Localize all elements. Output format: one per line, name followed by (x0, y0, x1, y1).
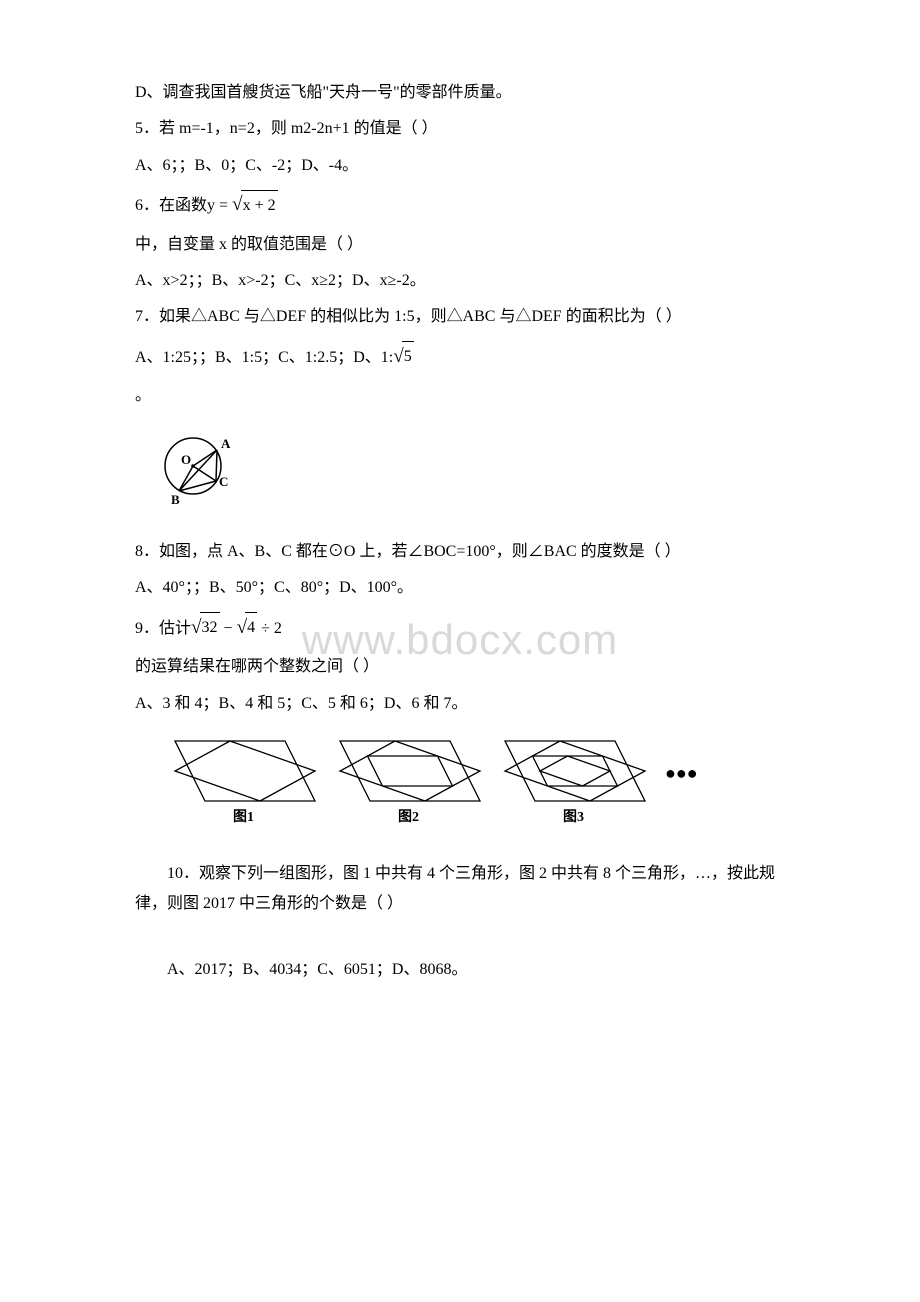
q9-minus: − (220, 620, 237, 637)
label-C: C (219, 474, 228, 489)
q6-options: A、x>2；；B、x>-2；C、x≥2；D、x≥-2。 (135, 266, 785, 296)
q7-sqrt5: √5 (393, 339, 414, 375)
q5-stem: 5．若 m=-1，n=2，则 m2-2n+1 的值是（ ） (135, 114, 785, 144)
q9-options: A、3 和 4；B、4 和 5；C、5 和 6；D、6 和 7。 (135, 689, 785, 719)
label-A: A (221, 436, 231, 451)
q6-sqrt: √x + 2 (232, 187, 278, 223)
q10-stem: 10．观察下列一组图形，图 1 中共有 4 个三角形，图 2 中共有 8 个三角… (135, 859, 785, 920)
q8-stem: 8．如图，点 A、B、C 都在⊙O 上，若∠BOC=100°，则∠BAC 的度数… (135, 537, 785, 567)
q4-option-d: D、调查我国首艘货运飞船"天舟一号"的零部件质量。 (135, 78, 785, 108)
circle-svg: O A B C (153, 424, 237, 514)
q6-stem-pre: 6．在函数 (135, 197, 207, 214)
q10-options: A、2017；B、4034；C、6051；D、8068。 (135, 955, 785, 985)
label-O: O (181, 452, 191, 467)
q8-options: A、40°；；B、50°；C、80°；D、100°。 (135, 573, 785, 603)
sqrt-content: 5 (402, 341, 414, 372)
q9-sqrt32: √32 (191, 610, 220, 646)
sqrt-content: x + 2 (241, 190, 278, 221)
q9-stem-pre: 9．估计 (135, 620, 191, 637)
q6-stem-post: 中，自变量 x 的取值范围是（ ） (135, 230, 785, 260)
fig2-group: 图2 (340, 741, 480, 825)
q9-stem-post: 的运算结果在哪两个整数之间（ ） (135, 652, 785, 682)
q6-formula-lhs: y = (207, 197, 232, 214)
circle-figure: O A B C (153, 424, 785, 525)
label-B: B (171, 492, 180, 507)
q5-options: A、6；；B、0；C、-2；D、-4。 (135, 151, 785, 181)
q9-div: ÷ 2 (257, 620, 282, 637)
q7-stem: 7．如果△ABC 与△DEF 的相似比为 1:5，则△ABC 与△DEF 的面积… (135, 302, 785, 332)
rhombus-svg: 图1 图2 图3 ●●● (155, 731, 715, 831)
svg-text:图3: 图3 (563, 809, 584, 825)
svg-text:图1: 图1 (233, 809, 254, 825)
q6-stem: 6．在函数y = √x + 2 (135, 187, 785, 223)
q9-sqrt4: √4 (237, 610, 258, 646)
q7-options: A、1:25；；B、1:5；C、1:2.5；D、1:√5 (135, 339, 785, 375)
fig1-group: 图1 (175, 741, 315, 825)
sqrt-content: 32 (200, 612, 220, 643)
sqrt-content: 4 (245, 612, 257, 643)
fig3-group: 图3 (505, 741, 645, 825)
svg-text:图2: 图2 (398, 809, 419, 825)
q9-stem: 9．估计√32 − √4 ÷ 2 (135, 610, 785, 646)
dots: ●●● (665, 763, 698, 783)
q7-period: 。 (135, 381, 785, 411)
rhombus-figures: 图1 图2 图3 ●●● (155, 731, 785, 842)
q7-options-pre: A、1:25；；B、1:5；C、1:2.5；D、1: (135, 349, 393, 366)
